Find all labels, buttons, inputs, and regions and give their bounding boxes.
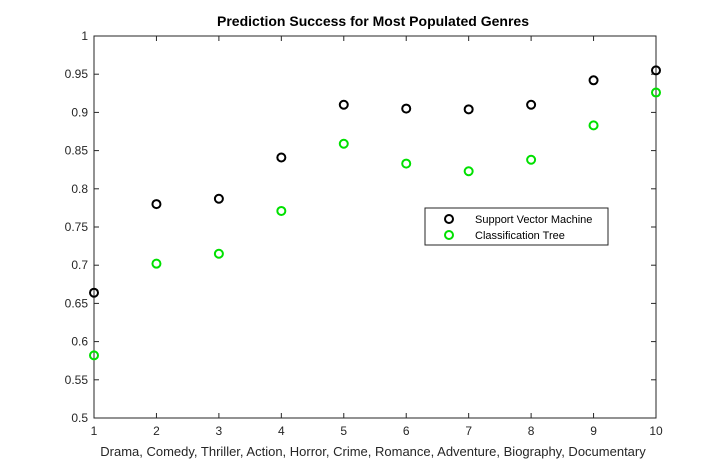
x-axis-label: Drama, Comedy, Thriller, Action, Horror,… — [100, 444, 646, 459]
data-point-svm — [151, 199, 162, 210]
data-point-tree — [588, 120, 599, 131]
data-point-svm — [276, 152, 287, 163]
y-tick-label: 1 — [81, 29, 88, 43]
data-point-tree — [151, 258, 162, 269]
y-tick-label: 0.55 — [65, 373, 89, 387]
data-point-svm — [401, 103, 412, 114]
x-tick-label: 3 — [216, 424, 223, 438]
legend-marker — [444, 214, 454, 224]
data-point-tree — [526, 154, 537, 165]
x-tick-label: 10 — [649, 424, 663, 438]
y-tick-label: 0.85 — [65, 144, 89, 158]
legend-marker — [444, 230, 454, 240]
x-tick-label: 1 — [91, 424, 98, 438]
data-point-tree — [651, 87, 661, 98]
data-points — [89, 65, 661, 361]
data-point-svm — [338, 99, 349, 110]
x-tick-label: 9 — [590, 424, 597, 438]
data-point-svm — [463, 104, 474, 115]
x-tick-label: 8 — [528, 424, 535, 438]
y-axis: 0.5 0.55 0.6 0.65 0.7 0.75 0.8 0.85 0.9 0.95 1 — [65, 29, 656, 425]
y-tick-label: 0.9 — [71, 105, 88, 119]
legend-box — [424, 207, 609, 246]
data-point-tree — [463, 166, 474, 177]
data-point-svm — [651, 65, 661, 76]
y-tick-label: 0.8 — [71, 182, 88, 196]
data-point-tree — [89, 350, 99, 361]
chart-title: Prediction Success for Most Populated Ge… — [217, 13, 529, 29]
data-point-svm — [89, 287, 99, 298]
data-point-svm — [213, 193, 224, 204]
legend-label: Classification Tree — [475, 230, 565, 242]
x-tick-label: 5 — [340, 424, 347, 438]
data-point-tree — [276, 205, 287, 216]
x-tick-label: 4 — [278, 424, 285, 438]
data-point-tree — [213, 248, 224, 259]
y-tick-label: 0.95 — [65, 67, 89, 81]
data-point-svm — [588, 75, 599, 86]
y-tick-label: 0.7 — [71, 258, 88, 272]
data-point-tree — [401, 158, 412, 169]
x-tick-label: 6 — [403, 424, 410, 438]
y-tick-label: 0.75 — [65, 220, 89, 234]
y-tick-label: 0.65 — [65, 296, 89, 310]
y-tick-label: 0.6 — [71, 335, 88, 349]
x-tick-label: 2 — [153, 424, 160, 438]
x-axis: 1 2 3 4 5 6 7 8 9 10 — [91, 36, 663, 438]
data-point-svm — [526, 99, 537, 110]
legend: Support Vector Machine Classification Tre… — [424, 207, 609, 246]
y-tick-label: 0.5 — [71, 411, 88, 425]
x-tick-label: 7 — [465, 424, 472, 438]
data-point-tree — [338, 138, 349, 149]
legend-label: Support Vector Machine — [475, 214, 592, 226]
